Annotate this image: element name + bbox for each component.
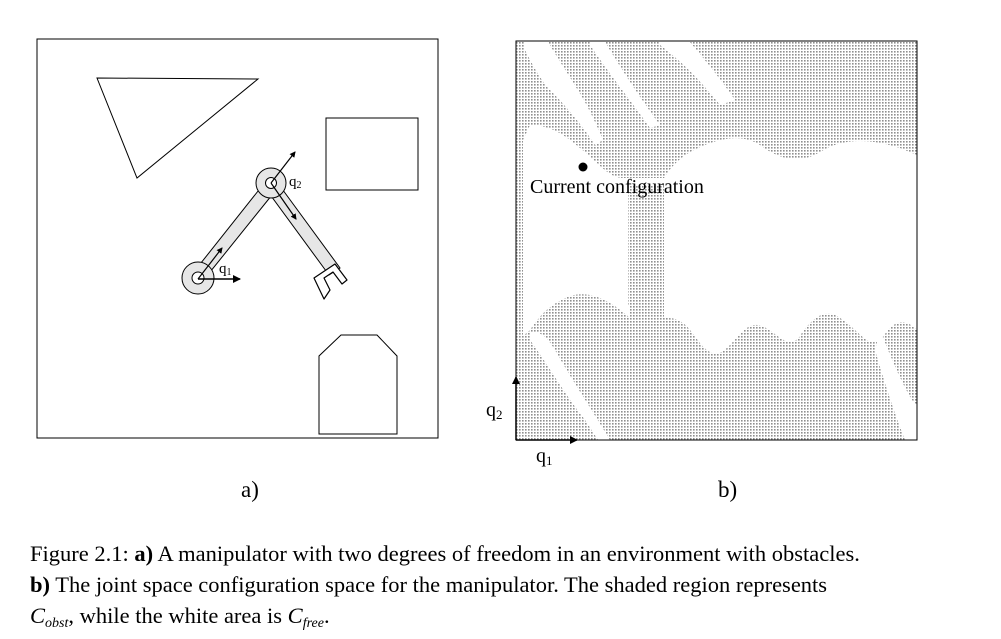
q1-angle-arrows: [197, 247, 241, 283]
caption-prefix: Figure 2.1:: [30, 541, 135, 566]
q1-axis-label: q1: [536, 445, 553, 468]
current-configuration-label: Current configuration: [530, 176, 704, 198]
q1-link-arrow: [197, 247, 223, 280]
figure-graphic: q1 q2 a) Current con: [36, 38, 918, 502]
q2-link-arrow: [270, 182, 297, 220]
c-obst-symbol: C: [30, 603, 46, 628]
caption-b-text: The joint space configuration space for …: [50, 572, 828, 597]
rectangle-obstacle: [325, 117, 419, 191]
free-space-regions: [523, 42, 917, 440]
triangle-obstacle: [96, 77, 260, 179]
c-free-symbol: C: [287, 603, 303, 628]
figure-caption: Figure 2.1: a) A manipulator with two de…: [30, 538, 970, 639]
pentagon-obstacle: [318, 334, 398, 435]
c-obst-subscript: obst: [45, 616, 69, 631]
caption-a-tag: a): [134, 541, 154, 566]
q2-label: q2: [289, 174, 302, 191]
panel-b-label: b): [718, 477, 737, 502]
caption-a-text: A manipulator with two degrees of freedo…: [153, 541, 860, 566]
q2-reference-arrow: [270, 151, 296, 184]
current-configuration-marker: [578, 162, 588, 172]
manipulator-arm: [181, 167, 348, 300]
caption-b-tag: b): [30, 572, 51, 597]
caption-end: .: [323, 603, 330, 628]
gripper: [313, 263, 348, 300]
panel-a-workspace: q1 q2 a): [36, 38, 439, 502]
q1-label: q1: [219, 261, 232, 278]
caption-middle: , while the white area is: [68, 603, 288, 628]
q2-angle-arrows: [270, 151, 297, 220]
panel-b-config-space: Current configuration q1 q2 b): [486, 40, 918, 502]
panel-a-label: a): [241, 477, 259, 502]
c-free-subscript: free: [302, 616, 324, 631]
shaded-neck: [628, 186, 664, 306]
q2-axis-label: q2: [486, 399, 503, 422]
